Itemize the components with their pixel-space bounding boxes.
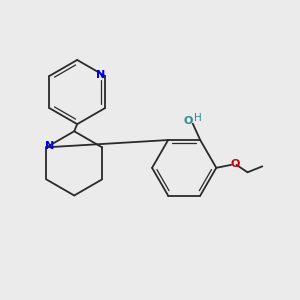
Text: O: O [184, 116, 193, 126]
Text: N: N [45, 141, 55, 152]
Text: H: H [194, 113, 202, 123]
Text: N: N [97, 70, 106, 80]
Text: O: O [230, 159, 240, 169]
